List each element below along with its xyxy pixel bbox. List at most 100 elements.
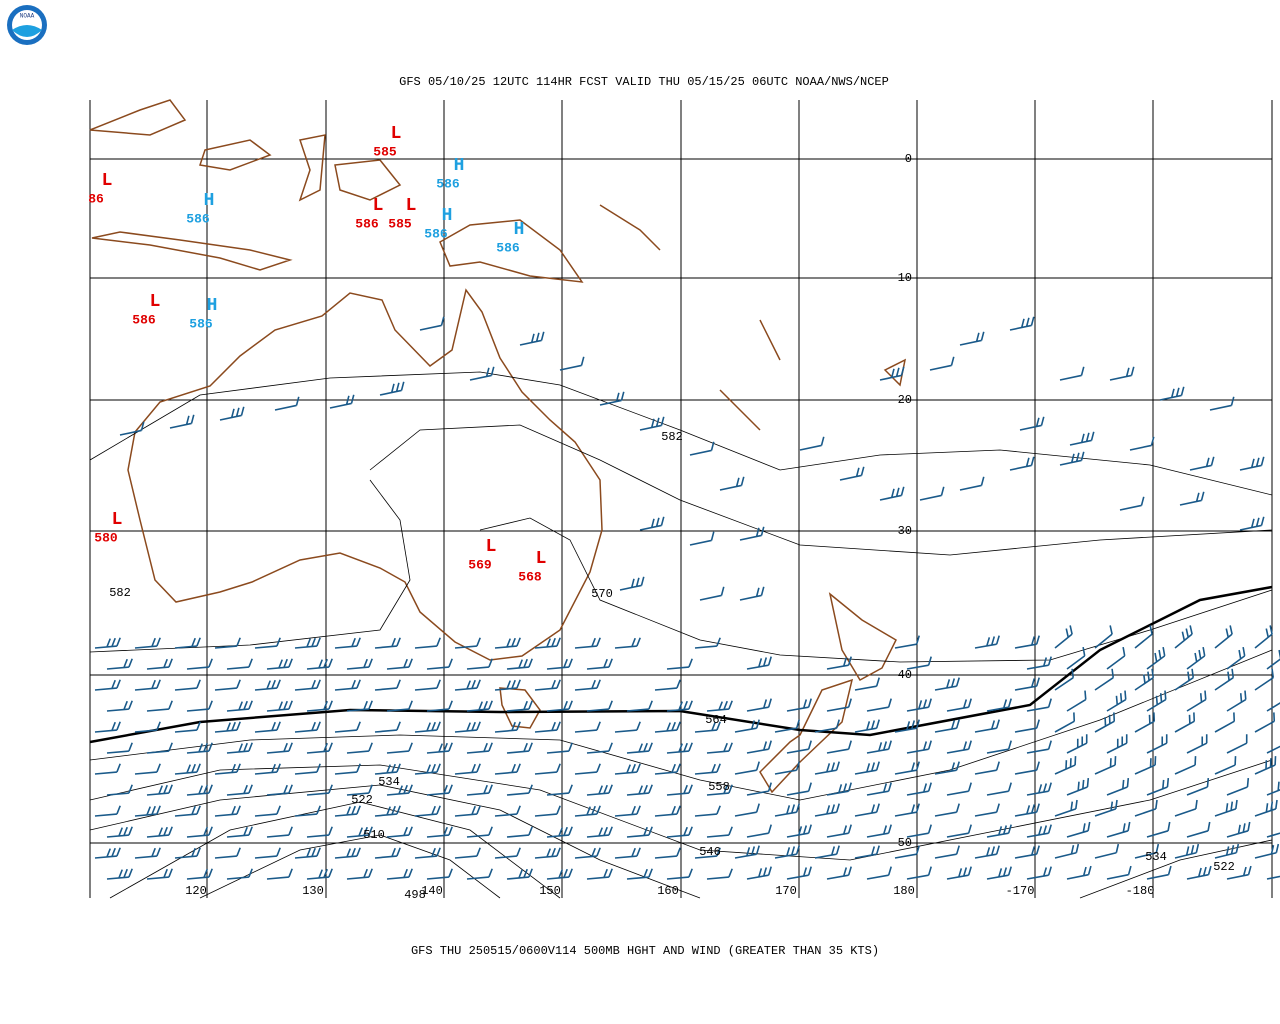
- wind-barb: [774, 803, 800, 817]
- barb-symbol: [174, 847, 201, 859]
- barb-symbol: [1146, 646, 1166, 670]
- wind-barb: [719, 476, 745, 491]
- barb-symbol: [1026, 656, 1052, 670]
- wind-barb: [466, 658, 493, 670]
- center-value: 586: [132, 312, 156, 327]
- barb-symbol: [774, 803, 800, 817]
- wind-barb: [746, 698, 772, 712]
- barb-symbol: [1069, 431, 1095, 446]
- longitude-label: 120: [185, 884, 207, 898]
- wind-barb: [294, 679, 321, 691]
- barb-symbol: [1094, 625, 1113, 649]
- wind-barb: [1059, 451, 1085, 466]
- barb-symbol: [226, 742, 253, 754]
- wind-barb: [214, 637, 241, 649]
- wind-barb: [906, 782, 932, 796]
- barb-symbol: [959, 331, 985, 346]
- barb-symbol: [1134, 843, 1160, 859]
- wind-barb: [334, 805, 361, 817]
- barb-symbol: [1174, 712, 1196, 733]
- wind-barb: [906, 656, 932, 670]
- barb-symbol: [466, 868, 493, 880]
- wind-barb: [379, 381, 405, 396]
- wind-barb: [334, 679, 361, 691]
- barb-symbol: [294, 637, 321, 649]
- wind-barb: [534, 847, 561, 859]
- barb-symbol: [814, 761, 840, 775]
- wind-barb: [466, 784, 493, 796]
- barb-symbol: [854, 803, 880, 817]
- contour-label: 522: [351, 793, 373, 807]
- wind-barb: [454, 763, 481, 775]
- barb-symbol: [1134, 799, 1158, 817]
- barb-symbol: [1226, 777, 1250, 796]
- contour-label: 510: [363, 828, 385, 842]
- wind-barb: [306, 784, 333, 796]
- wind-barb: [706, 868, 733, 880]
- wind-barb: [1106, 690, 1127, 712]
- longitude-label: 160: [657, 884, 679, 898]
- contour-522: [109, 801, 561, 899]
- barb-symbol: [586, 868, 613, 880]
- barb-symbol: [1119, 496, 1145, 511]
- new-zealand-north: [828, 592, 897, 682]
- barb-symbol: [1146, 865, 1172, 880]
- wind-barb: [186, 700, 213, 712]
- contour-label: 558: [708, 780, 730, 794]
- wind-barb: [866, 824, 892, 838]
- barb-symbol: [1094, 843, 1120, 859]
- wind-barb: [334, 721, 361, 733]
- barb-symbol: [426, 784, 453, 796]
- barb-symbol: [1026, 782, 1052, 796]
- wind-barb: [1066, 690, 1087, 712]
- barb-symbol: [1059, 451, 1085, 466]
- wind-barb: [666, 742, 693, 754]
- barb-symbol: [534, 679, 561, 691]
- barb-symbol: [266, 868, 293, 880]
- center-value: 586: [189, 316, 213, 331]
- logo-wave: [12, 25, 42, 37]
- wind-barb: [334, 637, 361, 649]
- wind-barb: [306, 826, 333, 838]
- barb-symbol: [1254, 756, 1277, 775]
- wind-barb: [1014, 635, 1040, 649]
- barb-symbol: [774, 761, 800, 775]
- barb-symbol: [386, 826, 413, 838]
- barb-symbol: [506, 826, 533, 838]
- wind-barb: [334, 763, 361, 775]
- wind-barb: [986, 740, 1012, 754]
- wind-barb: [854, 845, 880, 859]
- wind-barb: [666, 826, 693, 838]
- center-value: 580: [94, 530, 118, 545]
- wind-barb: [506, 658, 533, 670]
- barb-symbol: [454, 847, 481, 859]
- wind-barb: [1014, 677, 1040, 691]
- wind-barb: [214, 679, 241, 691]
- wind-barb: [94, 847, 121, 859]
- barb-symbol: [214, 763, 241, 775]
- wind-barb: [266, 826, 293, 838]
- wind-barb: [546, 826, 573, 838]
- wind-barb: [1066, 734, 1088, 754]
- barb-symbol: [1254, 668, 1275, 691]
- wind-barb: [546, 742, 573, 754]
- wind-barb: [574, 721, 601, 733]
- barb-symbol: [1214, 712, 1236, 733]
- barb-symbol: [746, 656, 772, 670]
- barb-symbol: [506, 658, 533, 670]
- barb-symbol: [1109, 366, 1135, 381]
- barb-symbol: [974, 761, 1000, 775]
- wind-barb: [1094, 756, 1117, 775]
- wind-barb: [894, 845, 920, 859]
- barb-symbol: [506, 868, 533, 880]
- barb-symbol: [334, 637, 361, 649]
- barb-symbol: [866, 866, 892, 880]
- wind-barb: [134, 721, 161, 733]
- wind-barb: [1146, 865, 1172, 880]
- barb-symbol: [934, 719, 960, 733]
- barb-symbol: [974, 845, 1000, 859]
- wind-barb: [974, 803, 1000, 817]
- barb-symbol: [1174, 843, 1200, 859]
- wind-barb: [254, 763, 281, 775]
- wind-barb: [739, 586, 765, 601]
